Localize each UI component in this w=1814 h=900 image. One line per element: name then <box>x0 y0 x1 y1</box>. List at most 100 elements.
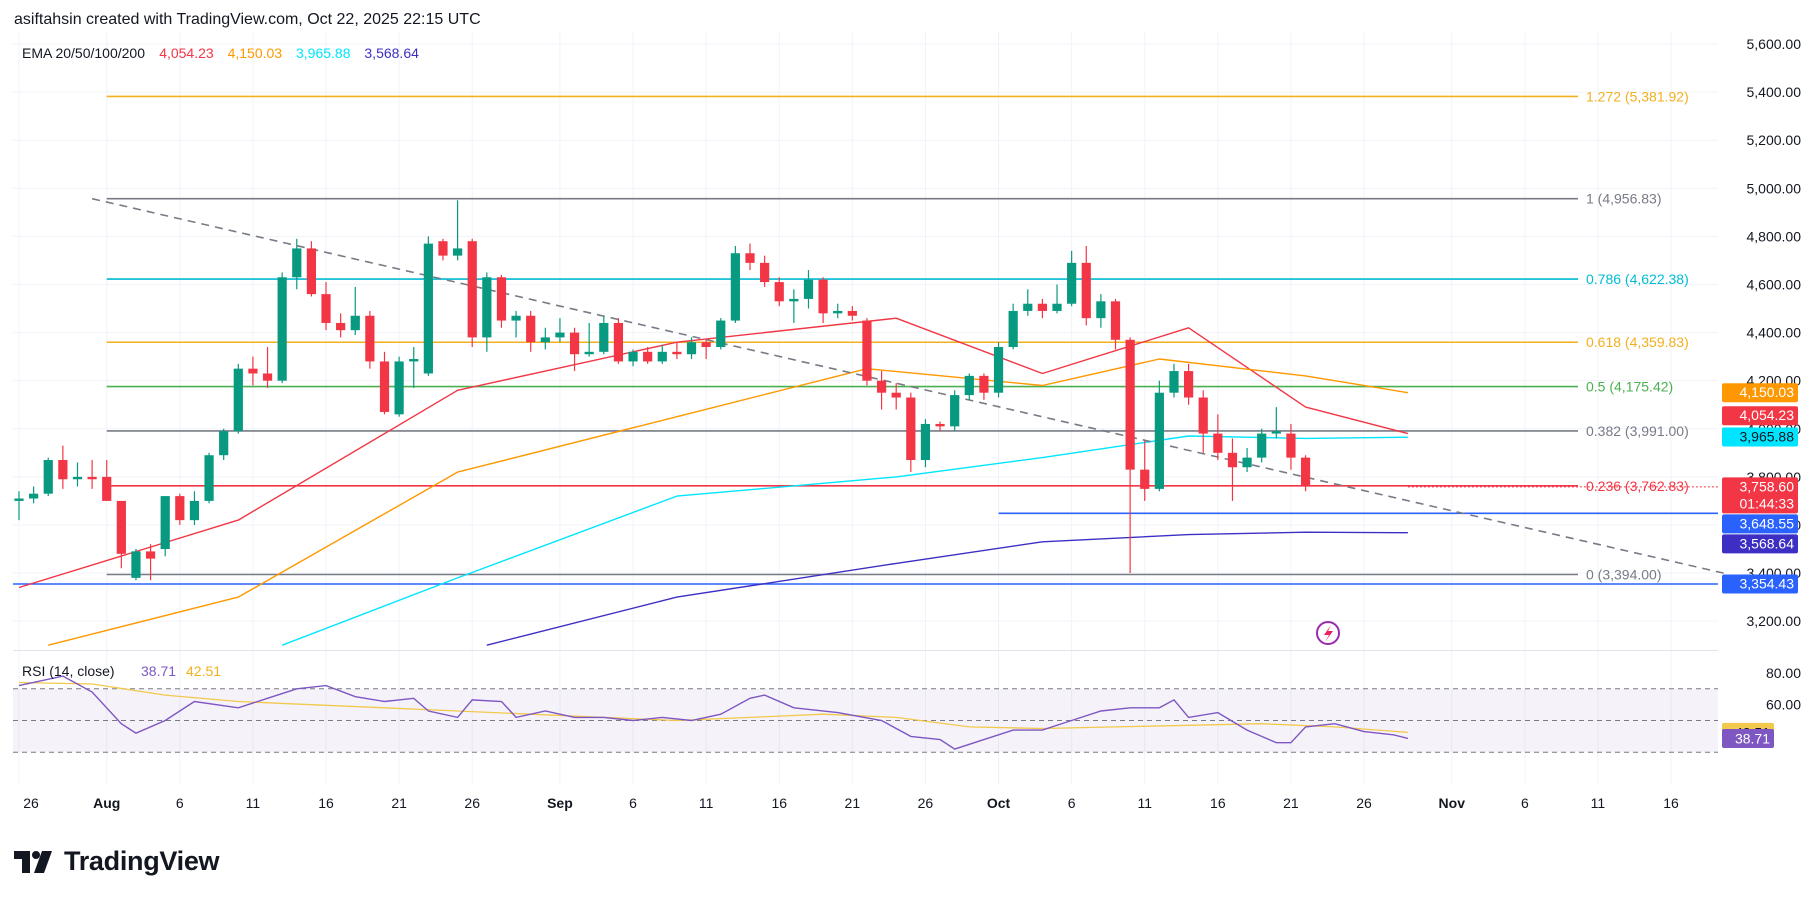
candle <box>920 419 931 468</box>
candle-body <box>964 375 974 396</box>
candle-body <box>1227 452 1238 468</box>
candle-body <box>1037 303 1047 311</box>
candle-body <box>72 476 83 480</box>
date-axis-label: Aug <box>93 795 120 811</box>
price-axis-label: 4,400.00 <box>1747 325 1802 341</box>
date-axis-label: 16 <box>1663 795 1679 811</box>
candle <box>584 322 594 357</box>
date-axis-label: 11 <box>1137 795 1152 811</box>
date-axis-label: 6 <box>176 795 184 811</box>
price-label-text: 4,150.03 <box>1740 384 1795 400</box>
tradingview-logo[interactable]: TradingView <box>14 846 220 877</box>
candle-body <box>43 460 53 494</box>
candle <box>730 246 740 323</box>
rsi-label-bg <box>1722 728 1774 748</box>
fib-label: 0.618 (4,359.83) <box>1586 334 1689 350</box>
candle-body <box>540 337 550 343</box>
fib-label: 0.786 (4,622.38) <box>1586 271 1689 287</box>
trend-line <box>91 197 1730 576</box>
candle <box>1184 363 1194 405</box>
date-axis-label: 26 <box>23 795 39 811</box>
price-axis-label: 5,200.00 <box>1747 132 1802 148</box>
date-axis-label: 16 <box>318 795 334 811</box>
candle <box>72 462 83 487</box>
candle-body <box>789 298 799 302</box>
candle <box>248 356 258 386</box>
candle-body <box>1110 301 1121 340</box>
price-label: 3,648.55 <box>1722 514 1798 534</box>
candle-body <box>760 262 770 283</box>
candle <box>555 318 565 343</box>
date-axis-label: 11 <box>699 795 714 811</box>
rsi-legend-value: 42.51 <box>186 663 221 679</box>
candle-body <box>511 315 521 321</box>
date-axis-label: 21 <box>391 795 407 811</box>
price-label-text: 3,965.88 <box>1740 428 1795 444</box>
candle-body <box>1271 431 1281 434</box>
candle <box>292 238 302 290</box>
candle <box>1067 250 1077 307</box>
candle-body <box>1213 433 1223 453</box>
fib-label: 1.272 (5,381.92) <box>1586 88 1689 104</box>
candle-body <box>233 368 243 432</box>
candle <box>643 347 653 364</box>
candle-body <box>686 342 697 355</box>
price-label-bg <box>1722 477 1798 514</box>
candle-body <box>1081 262 1091 319</box>
candle-body <box>306 248 316 295</box>
candle <box>365 310 375 369</box>
rsi-axis-label: 60.00 <box>1766 697 1801 713</box>
candle <box>511 310 521 338</box>
price-label-bg <box>1722 514 1798 534</box>
candle <box>233 363 243 434</box>
candle-body <box>526 315 536 343</box>
candle <box>1271 407 1281 439</box>
price-axis-label: 4,600.00 <box>1747 276 1802 292</box>
candle-body <box>1052 303 1062 311</box>
candle-body <box>818 279 828 314</box>
candle-body <box>453 248 463 256</box>
price-label: 3,965.88 <box>1722 427 1798 447</box>
candle-body <box>1198 397 1208 434</box>
fib-label: 0.5 (4,175.42) <box>1586 379 1673 395</box>
candle-body <box>292 248 302 278</box>
candle-body <box>189 500 200 521</box>
fib-label: 0 (3,394.00) <box>1586 566 1662 582</box>
alert-lightning-icon[interactable] <box>1316 621 1340 645</box>
candle <box>1242 448 1252 473</box>
candle-body <box>906 397 916 461</box>
date-axis-label: 6 <box>629 795 637 811</box>
candle-body <box>379 361 390 412</box>
candle <box>87 460 97 489</box>
candle <box>716 318 726 350</box>
candle-body <box>365 315 375 362</box>
candle <box>29 486 39 504</box>
rsi-line <box>18 675 1409 750</box>
candle-body <box>1023 303 1033 311</box>
price-axis-label: 5,000.00 <box>1747 180 1802 196</box>
candle-body <box>979 375 989 393</box>
price-label-bg <box>1722 427 1798 447</box>
candle <box>1198 390 1208 453</box>
candle <box>453 200 463 261</box>
ema20-line <box>18 317 1409 589</box>
candle <box>1081 246 1091 326</box>
candle <box>58 445 68 489</box>
candle-body <box>1154 392 1164 489</box>
candle <box>14 491 24 521</box>
candle-body <box>950 395 960 427</box>
candle <box>701 339 711 360</box>
candle-body <box>350 315 360 331</box>
candle-body <box>116 500 126 554</box>
candle-body <box>920 423 931 461</box>
price-label-bg <box>1722 406 1798 426</box>
rsi-legend-value: 38.71 <box>141 663 176 679</box>
candle <box>1140 440 1150 501</box>
price-label-bg <box>1722 534 1798 554</box>
candle-body <box>1169 371 1179 393</box>
candle-body <box>131 551 141 578</box>
candle <box>423 236 433 376</box>
candle-body <box>584 351 594 355</box>
